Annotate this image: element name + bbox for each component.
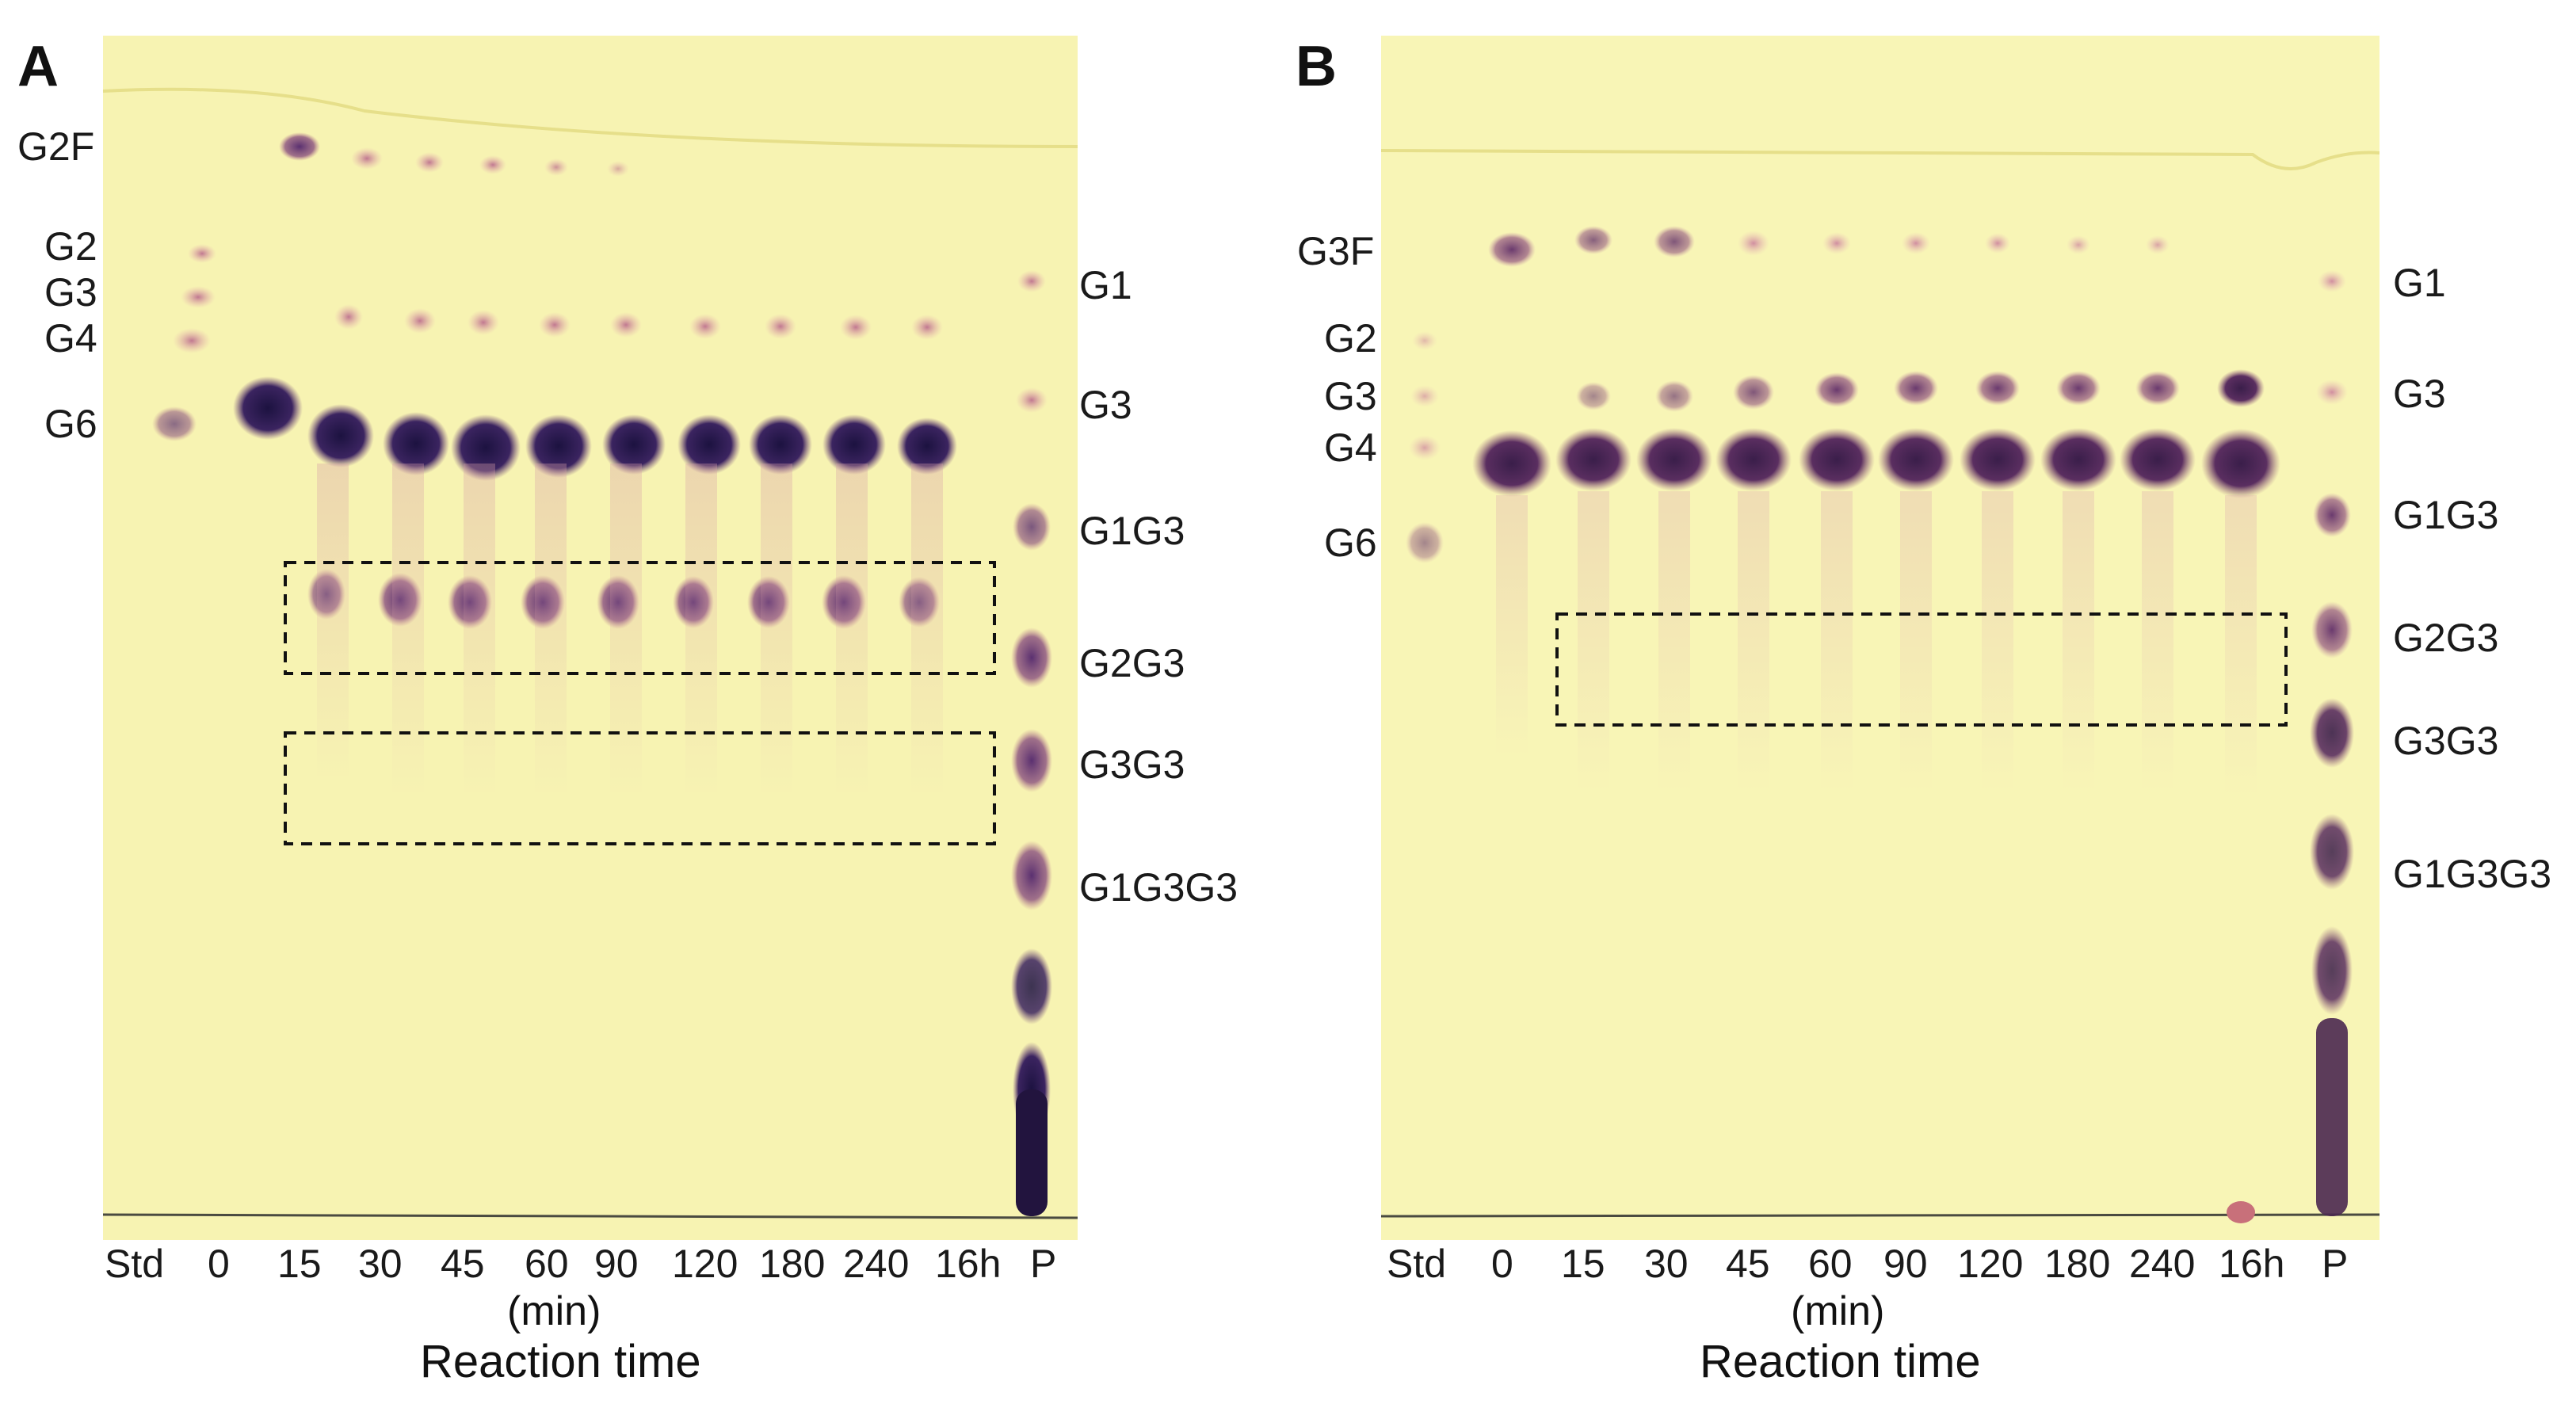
right-label: G2G3 <box>2393 616 2499 660</box>
right-label: G3 <box>1079 383 1132 427</box>
lane-label: 180 <box>2044 1242 2111 1286</box>
right-label: G1 <box>2393 261 2446 305</box>
right-label: G3 <box>2393 372 2446 416</box>
spot <box>152 406 197 441</box>
time-unit: (min) <box>507 1288 601 1334</box>
left-label: G6 <box>44 402 97 446</box>
lane-label: 16h <box>2219 1242 2285 1286</box>
right-label: G1G3G3 <box>1079 865 1238 910</box>
right-label: G1G3 <box>1079 509 1185 553</box>
lane-label: 60 <box>1808 1242 1853 1286</box>
panel-letter: A <box>17 35 59 98</box>
left-label: G2F <box>17 124 95 169</box>
panel-letter: B <box>1296 35 1337 98</box>
lane-p-b <box>2310 270 2354 1216</box>
panel-a: A <box>17 35 1238 1387</box>
right-label: G2G3 <box>1079 641 1185 685</box>
lane-label: 15 <box>277 1242 322 1286</box>
spot <box>233 376 303 440</box>
lane-label: 240 <box>2129 1242 2196 1286</box>
lanes-a <box>279 132 957 796</box>
tlc-plate-b <box>1381 36 2379 1240</box>
right-label: G1 <box>1079 263 1132 307</box>
lane-label: 90 <box>594 1242 639 1286</box>
lane-label: 120 <box>1957 1242 2024 1286</box>
lane-label: 0 <box>1491 1242 1513 1286</box>
left-label: G3F <box>1297 229 1375 273</box>
axis-title: Reaction time <box>1700 1336 1981 1387</box>
highlight-box <box>1555 612 2288 727</box>
lane-label: P <box>1030 1242 1057 1286</box>
left-label: G2 <box>1324 316 1377 361</box>
left-label: G6 <box>1324 521 1377 565</box>
lane-label: 0 <box>208 1242 230 1286</box>
left-label: G4 <box>1324 425 1377 470</box>
right-label: G1G3 <box>2393 493 2499 537</box>
highlight-box <box>284 561 996 675</box>
lane-p-a <box>1011 270 1052 1216</box>
highlight-box <box>284 731 996 845</box>
lane-label: 45 <box>1726 1242 1770 1286</box>
left-label: G3 <box>1324 374 1377 418</box>
lane-label: 30 <box>358 1242 403 1286</box>
axis-title: Reaction time <box>420 1336 701 1387</box>
lane-label: P <box>2322 1242 2349 1286</box>
lane-label: Std <box>105 1242 165 1286</box>
spot <box>188 244 216 263</box>
lane-label: 180 <box>759 1242 826 1286</box>
lane-label: 240 <box>843 1242 910 1286</box>
lane-label: 30 <box>1644 1242 1689 1286</box>
left-label: G3 <box>44 270 97 315</box>
lane-label: Std <box>1387 1242 1447 1286</box>
lane-label: 45 <box>441 1242 485 1286</box>
tlc-plate-a <box>103 36 1078 1240</box>
lane-label: 15 <box>1561 1242 1605 1286</box>
lane-label: 16h <box>935 1242 1002 1286</box>
left-label: G2 <box>44 224 97 269</box>
right-label: G3G3 <box>1079 742 1185 787</box>
lanes-b <box>1472 226 2280 1223</box>
right-label: G1G3G3 <box>2393 852 2552 896</box>
left-label: G4 <box>44 316 97 361</box>
lane-label: 90 <box>1883 1242 1928 1286</box>
spot <box>173 328 211 353</box>
lane-label: 60 <box>525 1242 569 1286</box>
spot <box>181 286 216 308</box>
time-unit: (min) <box>1791 1288 1885 1334</box>
panel-b: B <box>1288 0 2576 1404</box>
right-label: G3G3 <box>2393 719 2499 763</box>
lane-label: 120 <box>672 1242 738 1286</box>
